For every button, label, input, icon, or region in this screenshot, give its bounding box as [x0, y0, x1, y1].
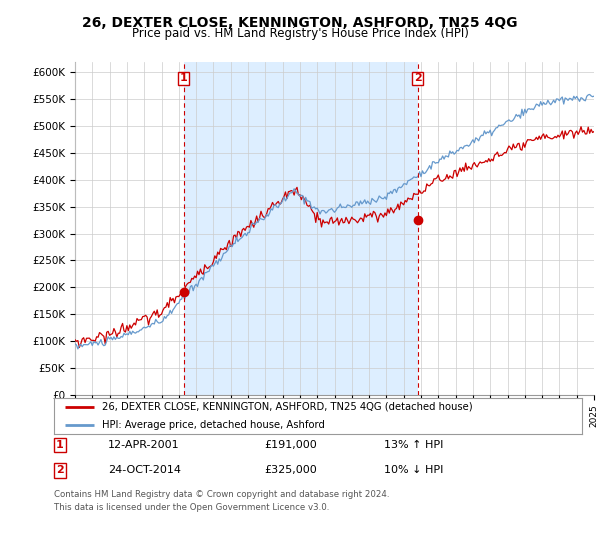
Text: 13% ↑ HPI: 13% ↑ HPI	[384, 440, 443, 450]
Text: 12-APR-2001: 12-APR-2001	[108, 440, 179, 450]
Text: HPI: Average price, detached house, Ashford: HPI: Average price, detached house, Ashf…	[101, 420, 325, 430]
Text: Price paid vs. HM Land Registry's House Price Index (HPI): Price paid vs. HM Land Registry's House …	[131, 27, 469, 40]
Text: 2: 2	[414, 73, 422, 83]
Text: 2: 2	[56, 465, 64, 475]
Bar	[184, 62, 418, 395]
Text: Contains HM Land Registry data © Crown copyright and database right 2024.
This d: Contains HM Land Registry data © Crown c…	[54, 490, 389, 511]
Text: 1: 1	[56, 440, 64, 450]
Text: £191,000: £191,000	[264, 440, 317, 450]
Text: 1: 1	[180, 73, 188, 83]
Text: 24-OCT-2014: 24-OCT-2014	[108, 465, 181, 475]
Text: 26, DEXTER CLOSE, KENNINGTON, ASHFORD, TN25 4QG (detached house): 26, DEXTER CLOSE, KENNINGTON, ASHFORD, T…	[101, 402, 472, 412]
Text: 26, DEXTER CLOSE, KENNINGTON, ASHFORD, TN25 4QG: 26, DEXTER CLOSE, KENNINGTON, ASHFORD, T…	[82, 16, 518, 30]
Text: 10% ↓ HPI: 10% ↓ HPI	[384, 465, 443, 475]
Text: £325,000: £325,000	[264, 465, 317, 475]
